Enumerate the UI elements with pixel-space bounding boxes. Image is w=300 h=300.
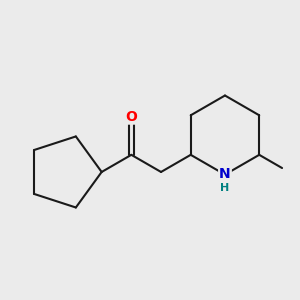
Text: N: N xyxy=(219,167,231,181)
Text: O: O xyxy=(125,110,137,124)
Text: H: H xyxy=(220,183,230,193)
